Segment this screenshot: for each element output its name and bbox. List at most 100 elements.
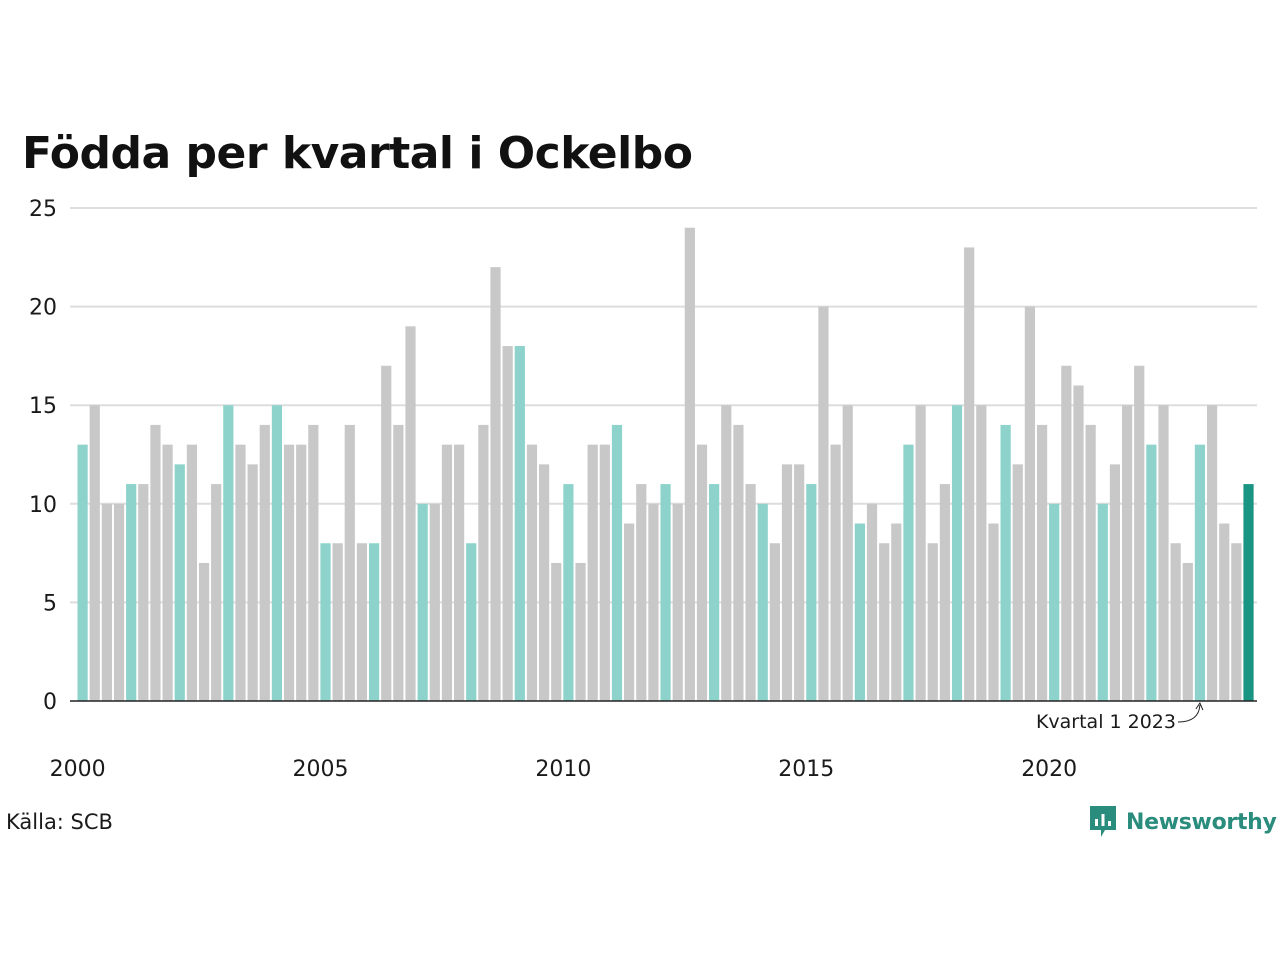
bar [624,523,635,701]
bar [308,424,319,701]
y-tick-label: 20 [29,296,57,321]
bar [806,484,817,701]
bar [101,503,112,701]
bar [903,444,914,701]
bar [162,444,173,701]
bar [733,424,744,701]
bar [611,424,623,701]
bar [490,267,501,701]
bar [478,424,489,701]
bar [247,464,258,701]
bar [405,326,416,701]
bar [551,562,562,701]
bar [1036,424,1048,701]
bar [648,503,659,701]
bar [186,444,198,701]
bar [1231,543,1242,701]
bar [539,464,550,701]
bar [259,424,270,701]
newsworthy-logo-icon [1090,806,1116,837]
bar [1097,503,1108,701]
bar [866,503,878,701]
bar [1206,405,1218,701]
bar [854,523,865,701]
bar [1049,503,1060,701]
bar [976,405,987,701]
annotation: Kvartal 1 2023 [1036,701,1204,733]
bars [77,227,1254,701]
bar [1073,385,1084,701]
bar [927,543,938,701]
bar [721,405,732,701]
bar [1134,365,1145,701]
bar [235,444,246,701]
bar [891,523,902,701]
bar [939,484,950,701]
bar [271,405,283,701]
bar [393,424,404,701]
bar [1061,365,1072,701]
bar [1121,405,1133,701]
bar [296,444,307,701]
bar [830,444,841,701]
bar [1194,444,1206,701]
bar [113,503,125,701]
bar [794,464,805,701]
bar [381,365,392,701]
chart-title: Födda per kvartal i Ockelbo [22,128,693,179]
y-tick-label: 25 [29,197,57,222]
bar [672,503,683,701]
bar [417,503,428,701]
bar [745,484,756,701]
bar [466,543,477,701]
bar [575,562,586,701]
bar [769,543,780,701]
y-tick-label: 10 [29,493,57,518]
bar [599,444,610,701]
annotation-label: Kvartal 1 2023 [1036,711,1176,733]
bar [174,464,185,701]
bar [526,444,538,701]
x-tick-label: 2015 [778,757,834,782]
bar [684,227,695,701]
bar [781,464,793,701]
bar [1243,484,1254,701]
bar [563,484,574,701]
bar [660,484,671,701]
annotation-arrowhead [1195,701,1204,711]
bar [1170,543,1181,701]
brand-name: Newsworthy [1126,809,1277,835]
bar [1000,424,1011,701]
bar [126,484,137,701]
bar [150,424,161,701]
bar [587,444,598,701]
bar [964,247,975,701]
bar [332,543,343,701]
bar [283,444,295,701]
bar [1024,306,1036,701]
bar [441,444,453,701]
axes: 0 5 10 15 20 25 2000 2005 2010 2015 2020 [29,197,1257,782]
bar [1146,444,1157,701]
bar [1109,464,1121,701]
annotation-arrow [1177,704,1201,723]
bar [77,444,88,701]
bar [454,444,465,701]
bar [1158,405,1169,701]
bar [1085,424,1096,701]
bar [429,503,440,701]
bar [138,484,149,701]
y-tick-label: 5 [43,591,57,616]
bar [842,405,853,701]
bar [915,405,926,701]
bar [696,444,708,701]
bar [502,346,513,701]
bar [514,346,525,701]
bar [1219,523,1230,701]
bar [89,405,100,701]
bar [344,424,355,701]
bar [951,405,963,701]
brand-logo: Newsworthy [1088,804,1277,840]
